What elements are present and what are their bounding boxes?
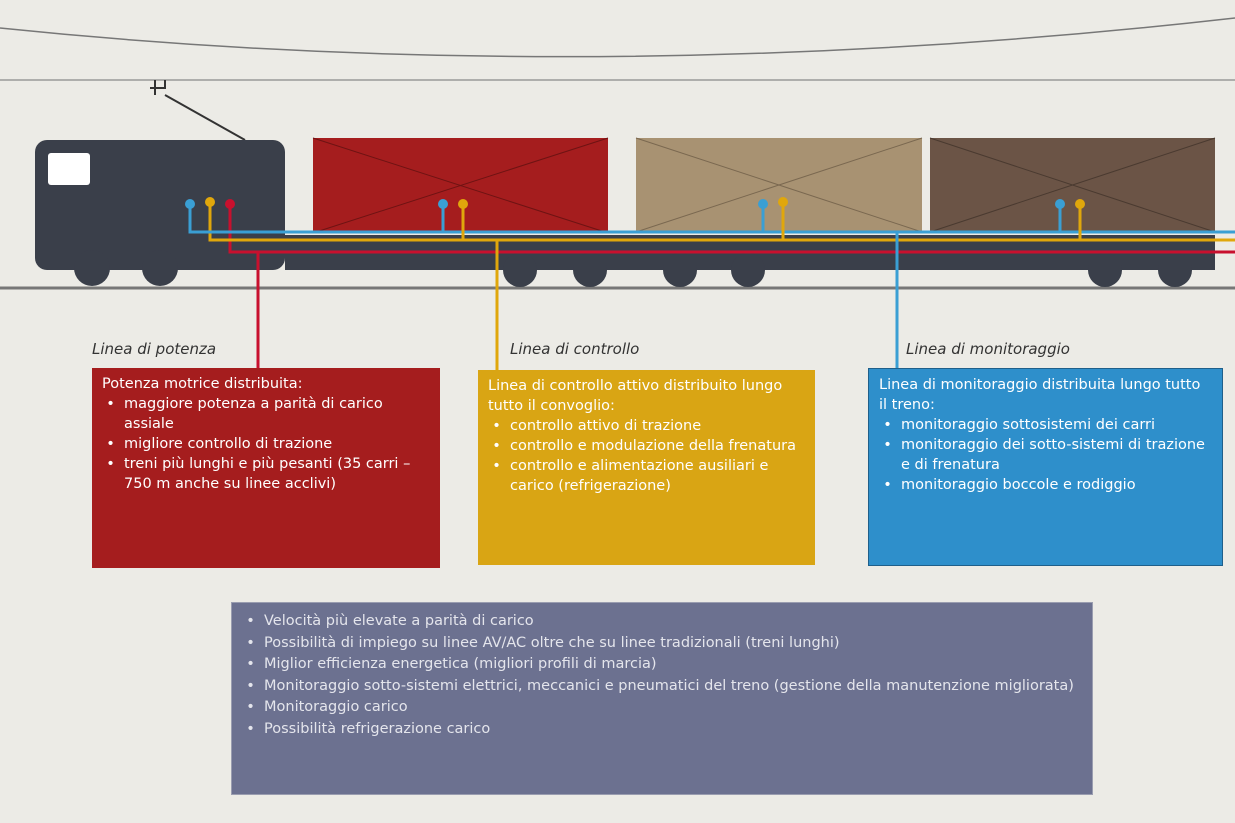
bullet-item: controllo attivo di trazione [510,416,805,436]
bullet-item: Monitoraggio carico [264,697,1082,719]
power-box: Potenza motrice distribuita: maggiore po… [92,368,440,568]
bullet-list: monitoraggio sottosistemi dei carrimonit… [879,415,1212,495]
line-label: Linea di monitoraggio [906,340,1070,358]
monitoring-box: Linea di monitoraggio distribuita lungo … [868,368,1223,566]
line-label: Linea di potenza [92,340,216,358]
bullet-item: maggiore potenza a parità di carico assi… [124,394,430,434]
box-heading: Linea di controllo attivo distribuito lu… [488,376,805,416]
box-heading: Linea di monitoraggio distribuita lungo … [879,375,1212,415]
bullet-item: Miglior efficienza energetica (migliori … [264,654,1082,676]
bullet-item: Velocità più elevate a parità di carico [264,611,1082,633]
line-label: Linea di controllo [510,340,639,358]
bullet-list: Velocità più elevate a parità di caricoP… [242,611,1082,740]
box-heading: Potenza motrice distribuita: [102,374,430,394]
bullet-item: migliore controllo di trazione [124,434,430,454]
bullet-item: treni più lunghi e più pesanti (35 carri… [124,454,430,494]
bullet-item: controllo e modulazione della frenatura [510,436,805,456]
bullet-item: monitoraggio sottosistemi dei carri [901,415,1212,435]
bullet-item: Monitoraggio sotto-sistemi elettrici, me… [264,676,1082,698]
bullet-list: maggiore potenza a parità di carico assi… [102,394,430,494]
bullet-item: monitoraggio boccole e rodiggio [901,475,1212,495]
benefits-box: Velocità più elevate a parità di caricoP… [231,602,1093,795]
bullet-item: Possibilità refrigerazione carico [264,719,1082,741]
bullet-list: controllo attivo di trazionecontrollo e … [488,416,805,496]
diagram: Linea di potenza Linea di controllo Line… [0,0,1235,823]
bullet-item: controllo e alimentazione ausiliari e ca… [510,456,805,496]
bullet-item: Possibilità di impiego su linee AV/AC ol… [264,633,1082,655]
bullet-item: monitoraggio dei sotto-sistemi di trazio… [901,435,1212,475]
control-box: Linea di controllo attivo distribuito lu… [478,370,815,565]
